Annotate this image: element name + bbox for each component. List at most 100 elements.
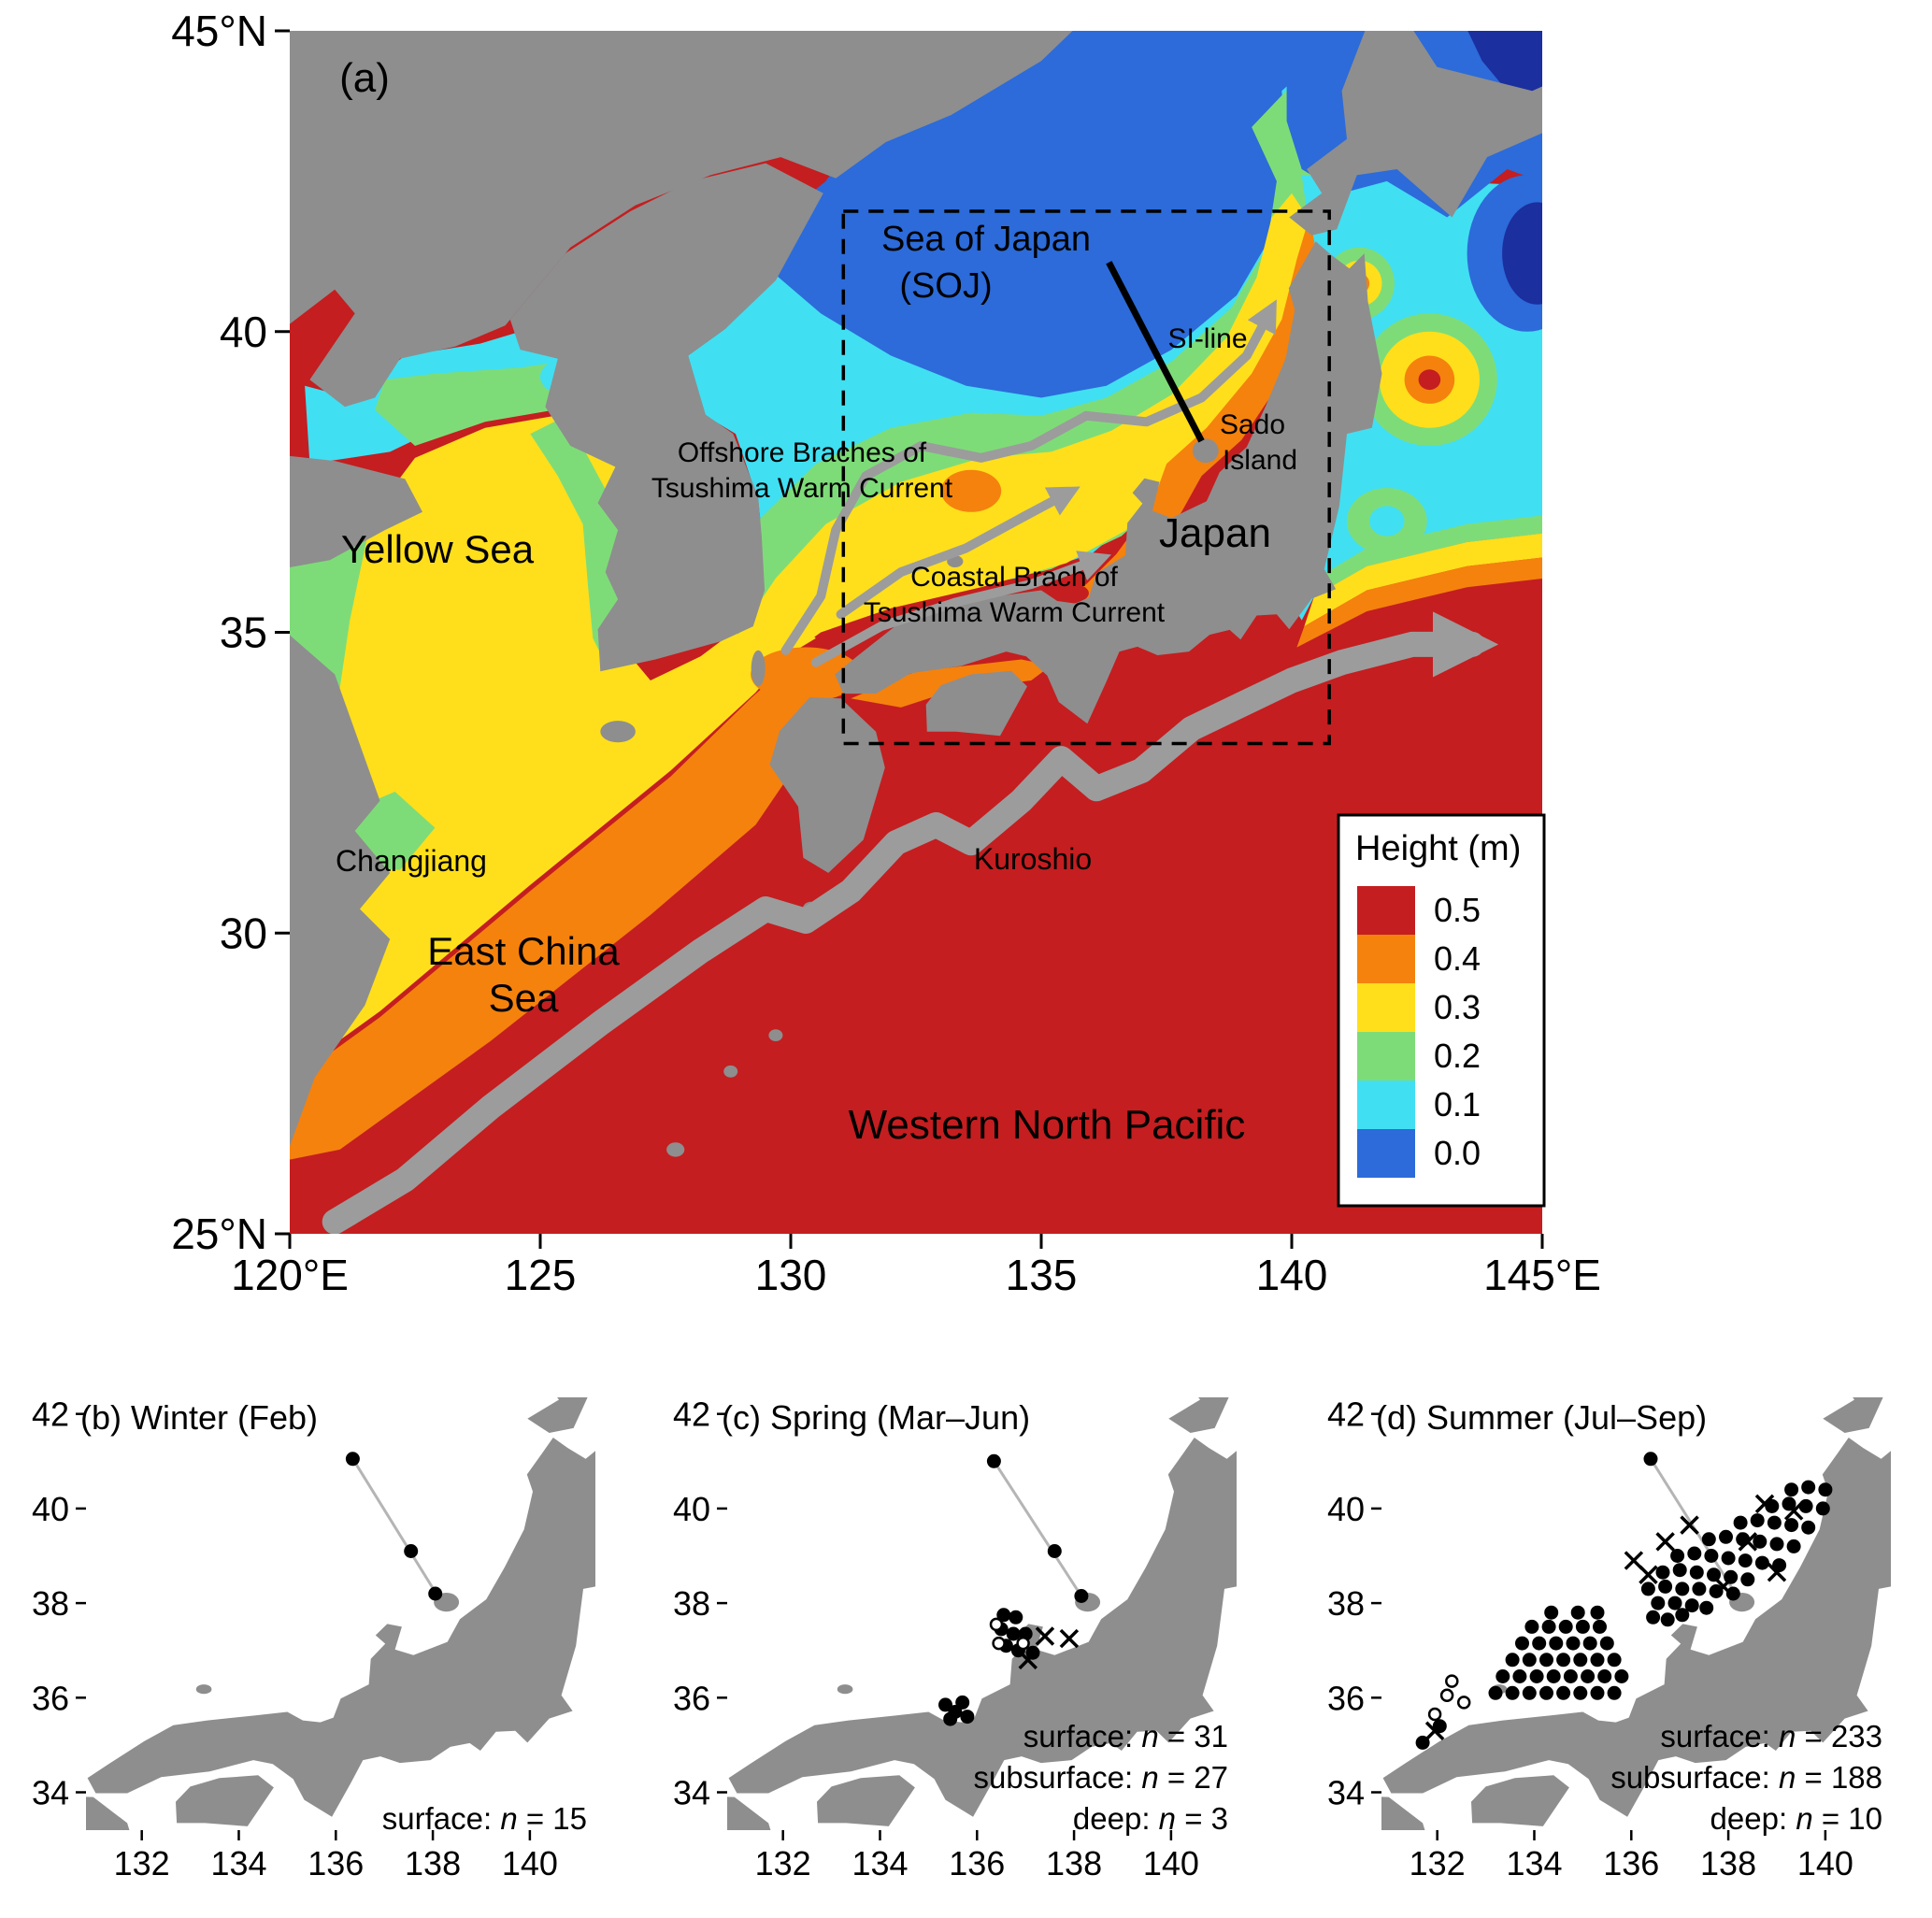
y-tick-label: 30 [220,909,267,957]
stat-value: = 10 [1821,1801,1882,1836]
stat-n-symbol: n [500,1801,518,1836]
station-surface [1009,1610,1023,1625]
station-deep [1713,1577,1734,1596]
island [837,1684,853,1695]
panel-a-map: 120°E 125 130 135 140 145°E 45°N 40 35 30 25°N (a)… [171,7,1601,1299]
y-tick-label: 34 [1327,1774,1365,1812]
land-hokkaido [1289,31,1542,236]
land-shandong [290,455,422,567]
stations-c [938,1453,1089,1726]
x-tick-label: 125 [505,1251,577,1299]
height-band [736,193,1312,669]
panel-c-spring: 132 134 136 138 140 42 40 38 36 34 (c) Spring (Ma… [662,1383,1260,1918]
label-coastal-branch-1: Coastal Brach of [910,562,1118,593]
station-surface [1556,1653,1571,1668]
legend-value: 0.3 [1434,988,1481,1026]
x-tick-label: 140 [1143,1844,1199,1882]
land-honshu [87,1438,595,1817]
station-surface [1646,1610,1661,1625]
island [751,650,766,687]
station-surface [986,1453,1001,1468]
station-surface [1725,1586,1740,1601]
label-sado-island: Island [1223,445,1297,476]
panel-b-map: 132 134 136 138 140 42 40 38 36 34 [32,1396,595,1882]
stat-label: surface: [1660,1719,1770,1753]
station-surface [1784,1482,1799,1497]
stat-n-symbol: n [1141,1719,1159,1753]
land-shikoku [1471,1775,1569,1826]
legend-swatch [1357,1032,1415,1081]
x-tick-label: 136 [308,1844,364,1882]
station-deep [1035,1626,1055,1646]
station-subsurface [1427,1707,1442,1722]
land-b [86,1397,595,1830]
station-surface [1687,1546,1702,1561]
island [768,1029,783,1041]
legend-swatch [1357,983,1415,1032]
stat-value: = 27 [1166,1760,1228,1795]
stat-label: surface: [1023,1719,1134,1753]
x-tick-label: 132 [114,1844,170,1882]
station-surface [1415,1735,1430,1750]
x-tick-label: 130 [755,1251,827,1299]
station-surface [943,1711,958,1726]
stat-n-symbol: n [1778,1760,1796,1795]
station-surface [1675,1608,1690,1623]
land-korea [509,163,823,672]
stat-value: = 3 [1184,1801,1228,1836]
station-deep [1059,1628,1080,1649]
station-surface [955,1695,970,1710]
land-d [1381,1397,1891,1830]
height-band [1043,582,1089,605]
tsushima-current-arrow [836,486,1080,620]
height-band [940,469,1002,512]
label-kuroshio: Kuroshio [974,842,1092,876]
station-surface [1599,1636,1614,1651]
stat-surface: surface: n = 31 [974,1716,1228,1757]
station-surface [1801,1480,1816,1495]
land-kyushu [86,1796,130,1830]
y-tick-label: 34 [32,1774,69,1812]
land-kyushu [769,697,885,873]
label-yellow-sea: Yellow Sea [341,527,535,571]
label-coastal-branch-2: Tsushima Warm Current [864,597,1166,628]
stat-label: surface: [381,1801,493,1836]
station-surface [938,1697,952,1712]
station-surface [1815,1501,1830,1516]
legend-title: Height (m) [1355,829,1521,868]
station-surface [1672,1563,1687,1578]
station-surface [1719,1529,1733,1544]
land-shikoku [817,1775,915,1826]
study-area-box [841,209,1331,746]
stat-subsurface: subsurface: n = 188 [1610,1757,1882,1798]
y-tick-label: 35 [220,608,267,657]
x-tick-label: 138 [405,1844,461,1882]
station-surface [1556,1685,1571,1700]
panel-b-stats: surface: n = 15 [382,1798,587,1839]
y-tick-label: 38 [1327,1584,1365,1623]
height-band [290,662,822,1160]
station-surface [1522,1685,1537,1700]
legend-swatch [1357,935,1415,983]
station-surface [1769,1537,1784,1552]
kuroshio-current-arrow [322,611,1499,1234]
station-surface [1801,1520,1816,1535]
station-surface [1539,1653,1553,1668]
stat-value: = 188 [1804,1760,1883,1795]
label-offshore-branch-2: Tsushima Warm Current [651,473,953,504]
label-western-north-pacific: Western North Pacific [849,1102,1246,1148]
y-tick-label: 40 [673,1490,710,1528]
x-tick-label: 132 [755,1844,811,1882]
land-hokkaido [1823,1397,1883,1433]
station-surface [1607,1653,1622,1668]
station-surface [1640,1582,1655,1596]
station-surface [1006,1626,1021,1641]
station-surface [1581,1669,1596,1683]
stat-label: deep: [1710,1801,1788,1836]
stat-deep: deep: n = 3 [974,1798,1228,1839]
height-band [290,415,816,1077]
station-surface [1532,1636,1547,1651]
panel-a-axes: 120°E 125 130 135 140 145°E 45°N 40 35 30 25°N [171,7,1601,1299]
land-continent [290,31,1073,408]
station-surface [1721,1551,1736,1566]
